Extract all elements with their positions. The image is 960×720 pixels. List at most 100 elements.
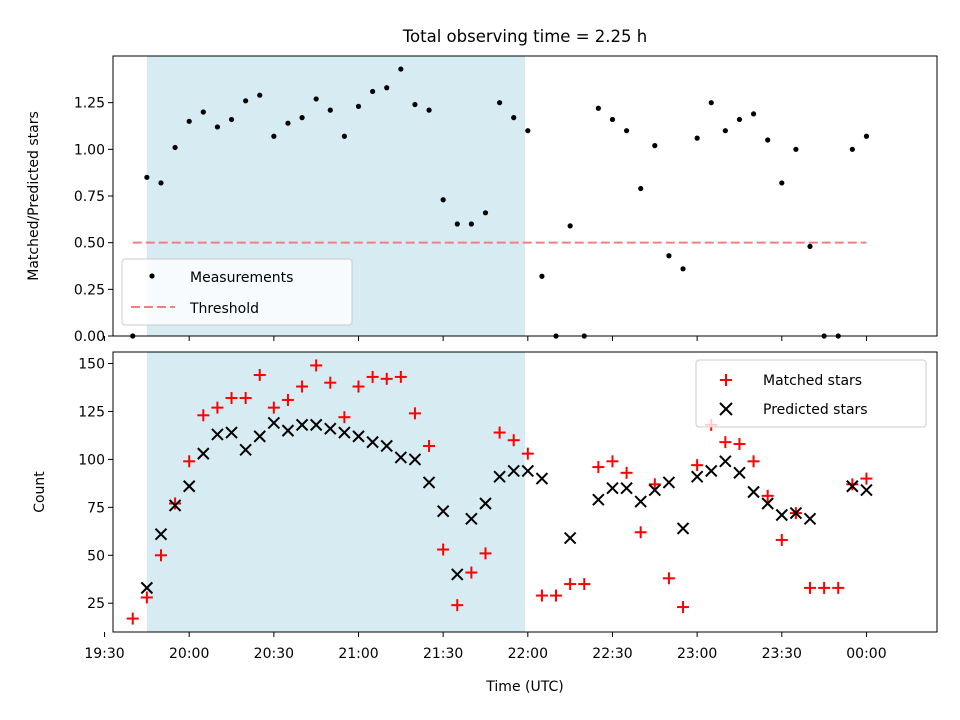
predicted-star-marker <box>197 447 210 460</box>
matched-star-marker <box>408 407 421 420</box>
measurement-point <box>341 133 347 139</box>
predicted-star-marker <box>253 430 266 443</box>
predicted-star-marker <box>662 476 676 489</box>
predicted-star-marker <box>803 512 817 526</box>
predicted-star-marker <box>634 495 647 508</box>
predicted-star-marker <box>309 418 323 432</box>
predicted-star-marker <box>352 430 365 443</box>
measurement-point <box>511 115 517 121</box>
matched-star-marker <box>733 438 746 451</box>
predicted-star-marker <box>620 481 633 495</box>
measurement-point <box>482 210 489 216</box>
measurement-point <box>736 116 743 123</box>
measurement-point <box>440 197 446 203</box>
measurement-point <box>779 180 785 186</box>
matched-star-marker <box>761 489 774 502</box>
measurement-point <box>849 146 855 152</box>
predicted-star-marker <box>225 426 238 439</box>
measurement-point <box>313 96 319 102</box>
legend-label-predicted: Predicted stars <box>763 402 868 418</box>
measurement-point <box>525 128 531 134</box>
chart-title: Total observing time = 2.25 h <box>402 27 647 46</box>
matched-star-marker <box>394 370 407 383</box>
predicted-star-marker <box>239 443 252 457</box>
y-axis: 0.00 0.25 0.50 0.75 1.00 1.25 <box>74 96 113 345</box>
y-tick-label: 50 <box>87 548 105 564</box>
measurement-point <box>666 253 672 259</box>
matched-star-marker <box>197 409 210 422</box>
legend: Measurements Threshold <box>121 258 353 326</box>
matched-star-marker <box>423 439 436 452</box>
y-axis-label: Matched/Predicted stars <box>26 111 42 281</box>
matched-star-marker <box>451 599 464 612</box>
legend-marker-matched <box>720 374 732 386</box>
y-tick-label: 75 <box>87 500 105 516</box>
legend-frame <box>121 258 353 326</box>
matched-star-marker <box>493 426 506 439</box>
predicted-star-marker <box>182 480 196 493</box>
measurement-point <box>200 109 206 115</box>
matched-star-marker <box>126 612 139 625</box>
matched-star-marker <box>860 472 873 485</box>
matched-star-marker <box>437 543 450 556</box>
y-tick-label: 0.00 <box>74 329 105 345</box>
matched-star-markers <box>126 359 873 625</box>
shaded-interval <box>146 352 525 632</box>
matched-star-marker <box>352 380 365 393</box>
predicted-star-marker <box>705 464 718 478</box>
predicted-star-marker <box>154 527 168 541</box>
measurement-point <box>652 143 658 149</box>
measurement-point <box>595 105 601 111</box>
matched-star-marker <box>366 370 379 383</box>
matched-star-marker <box>465 566 478 579</box>
matched-star-marker <box>818 581 831 594</box>
measurement-point <box>497 100 503 106</box>
matched-star-marker <box>832 581 845 594</box>
predicted-star-marker <box>465 512 478 526</box>
x-tick-label: 21:00 <box>338 646 378 662</box>
predicted-star-marker <box>408 453 422 466</box>
matched-star-marker <box>521 447 534 460</box>
predicted-star-markers <box>140 416 873 595</box>
matched-star-marker <box>846 478 859 491</box>
measurement-point <box>807 243 813 249</box>
matched-star-marker <box>253 369 266 382</box>
measurement-point <box>609 116 616 123</box>
predicted-star-marker <box>295 418 309 432</box>
predicted-star-marker <box>761 497 774 510</box>
predicted-star-marker <box>719 455 732 468</box>
predicted-star-marker <box>846 480 859 493</box>
matched-star-marker <box>211 401 224 414</box>
predicted-star-marker <box>338 426 351 439</box>
predicted-star-marker <box>521 464 535 478</box>
measurement-point <box>708 100 714 106</box>
matched-star-marker <box>169 497 182 510</box>
matched-star-marker <box>747 455 760 468</box>
measurement-points <box>130 66 870 339</box>
x-tick-label: 23:00 <box>677 646 717 662</box>
matched-star-marker <box>281 393 294 406</box>
matched-star-marker <box>564 578 577 591</box>
x-tick-label: 20:00 <box>169 646 209 662</box>
predicted-star-marker <box>380 439 393 453</box>
legend-frame <box>695 359 927 428</box>
x-axis-ticks <box>104 336 867 341</box>
y-axis: 25 50 75 100 125 150 <box>78 357 113 612</box>
predicted-star-marker <box>140 581 154 595</box>
matched-star-marker <box>606 455 619 468</box>
y-tick-label: 150 <box>78 357 105 373</box>
predicted-star-marker <box>747 485 760 499</box>
measurement-point <box>370 88 376 95</box>
measurement-point <box>271 133 277 139</box>
x-axis-label: Time (UTC) <box>485 679 563 695</box>
measurement-point <box>228 116 235 123</box>
x-tick-label: 21:30 <box>423 646 463 662</box>
matched-star-marker <box>578 578 591 591</box>
x-axis: 19:30 20:00 20:30 21:00 21:30 22:00 22:30 23:00… <box>84 632 887 662</box>
matched-star-marker <box>225 392 238 405</box>
y-tick-label: 0.25 <box>74 282 105 298</box>
y-tick-label: 0.75 <box>74 189 105 205</box>
measurement-point <box>384 85 390 91</box>
y-axis-label: Count <box>32 471 48 513</box>
